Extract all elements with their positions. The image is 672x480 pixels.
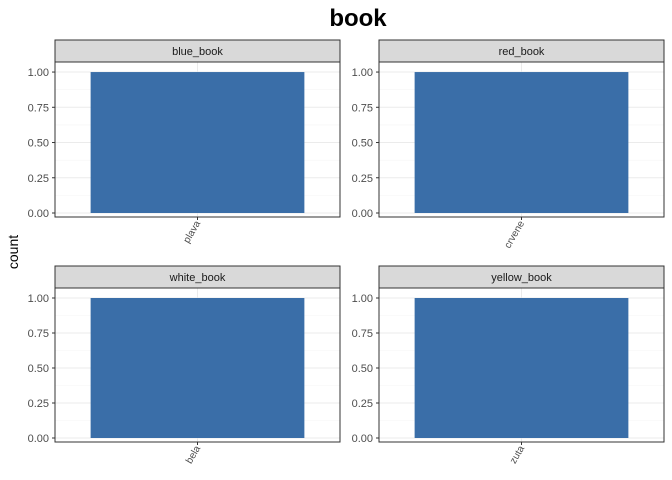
- y-tick-label: 0.25: [352, 173, 373, 185]
- panel-border: [54, 61, 341, 218]
- panel-border: [378, 287, 665, 443]
- y-tick-label: 0.50: [352, 138, 373, 150]
- y-tick-label: 0.75: [28, 102, 49, 114]
- y-tick-label: 0.00: [352, 208, 373, 220]
- y-tick-label: 0.50: [28, 138, 49, 150]
- y-tick-label: 1.00: [352, 293, 373, 305]
- panel-border: [54, 287, 341, 443]
- y-tick-label: 1.00: [352, 67, 373, 79]
- y-axis-label: count: [5, 235, 21, 269]
- y-tick-label: 0.75: [28, 328, 49, 340]
- y-tick-label: 1.00: [28, 293, 49, 305]
- bar-zuta: [414, 298, 629, 438]
- panel-strip-label: blue_book: [172, 46, 223, 58]
- y-tick-label: 0.25: [352, 398, 373, 410]
- panel-strip-label: red_book: [499, 46, 545, 58]
- x-tick-label: bela: [184, 444, 203, 466]
- x-tick-label: plava: [182, 219, 204, 246]
- x-tick-label: zuta: [508, 444, 527, 466]
- y-tick-label: 0.00: [28, 433, 49, 445]
- chart-title: book: [329, 5, 387, 32]
- panel-border: [378, 61, 665, 218]
- panel-strip-label: white_book: [169, 272, 226, 284]
- y-tick-label: 0.75: [352, 102, 373, 114]
- y-tick-label: 0.25: [28, 173, 49, 185]
- bar-plava: [90, 72, 305, 213]
- x-tick-label: crvene: [503, 219, 528, 251]
- y-tick-label: 0.50: [352, 363, 373, 375]
- panel-strip-label: yellow_book: [491, 272, 552, 284]
- y-tick-label: 0.25: [28, 398, 49, 410]
- bar-crvene: [414, 72, 629, 213]
- y-tick-label: 0.00: [28, 208, 49, 220]
- y-tick-label: 0.50: [28, 363, 49, 375]
- y-tick-label: 0.75: [352, 328, 373, 340]
- y-tick-label: 1.00: [28, 67, 49, 79]
- panels-group: blue_bookplava0.000.250.500.751.00red_bo…: [28, 39, 665, 466]
- y-tick-label: 0.00: [352, 433, 373, 445]
- bar-bela: [90, 298, 305, 438]
